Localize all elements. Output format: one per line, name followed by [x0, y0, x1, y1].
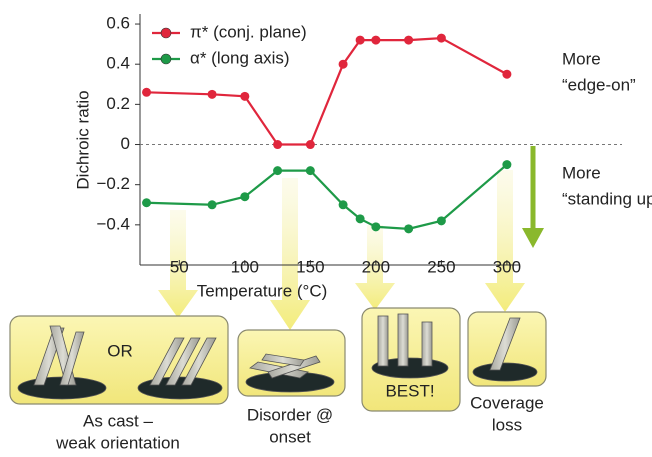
data-point	[273, 166, 283, 176]
legend-label: π* (conj. plane)	[190, 22, 307, 41]
data-point	[305, 140, 315, 150]
x-tick-label: 100	[231, 257, 259, 276]
data-point	[404, 224, 414, 234]
data-point	[142, 198, 152, 208]
data-point	[355, 214, 365, 224]
x-tick-label: 150	[296, 257, 324, 276]
data-point	[338, 200, 348, 210]
panel-caption: loss	[492, 415, 522, 434]
data-point	[305, 166, 315, 176]
data-point	[371, 35, 381, 45]
y-tick-label: 0.2	[106, 94, 130, 113]
data-point	[240, 91, 250, 101]
panel-caption: As cast –	[83, 411, 153, 430]
data-point	[207, 89, 217, 99]
legend-marker	[160, 53, 172, 65]
panel-caption: weak orientation	[55, 433, 180, 452]
legend-marker	[160, 27, 172, 39]
y-tick-label: 0.6	[106, 14, 130, 33]
y-tick-label: −0.2	[96, 174, 130, 193]
panel-caption: Disorder @	[247, 405, 333, 424]
data-point	[355, 35, 365, 45]
panel-label: BEST!	[385, 381, 434, 400]
data-point	[371, 222, 381, 232]
annotation: “standing up”	[562, 189, 652, 208]
panel-caption: Coverage	[470, 393, 544, 412]
illustrations	[17, 313, 538, 400]
panel-label: OR	[107, 341, 133, 360]
x-tick-label: 300	[493, 257, 521, 276]
annotation: More	[562, 163, 601, 182]
data-point	[502, 69, 512, 79]
data-point	[436, 33, 446, 43]
annotation: More	[562, 49, 601, 68]
data-point	[273, 140, 283, 150]
data-point	[338, 59, 348, 69]
x-axis-title: Temperature (°C)	[197, 281, 328, 300]
y-tick-label: −0.4	[96, 214, 130, 233]
data-point	[240, 192, 250, 202]
legend-label: α* (long axis)	[190, 48, 290, 67]
data-point	[404, 35, 414, 45]
pointer-arrows	[158, 170, 525, 330]
y-tick-label: 0.4	[106, 54, 130, 73]
panel-caption: onset	[269, 427, 311, 446]
data-point	[142, 87, 152, 97]
data-point	[436, 216, 446, 226]
data-point	[502, 160, 512, 170]
direction-arrow	[522, 146, 544, 248]
y-axis-title: Dichroic ratio	[73, 90, 92, 189]
x-tick-label: 200	[362, 257, 390, 276]
x-tick-label: 250	[427, 257, 455, 276]
data-point	[207, 200, 217, 210]
y-tick-label: 0	[121, 134, 130, 153]
series-line	[146, 163, 508, 230]
x-tick-label: 50	[170, 257, 189, 276]
annotation: “edge-on”	[562, 75, 636, 94]
